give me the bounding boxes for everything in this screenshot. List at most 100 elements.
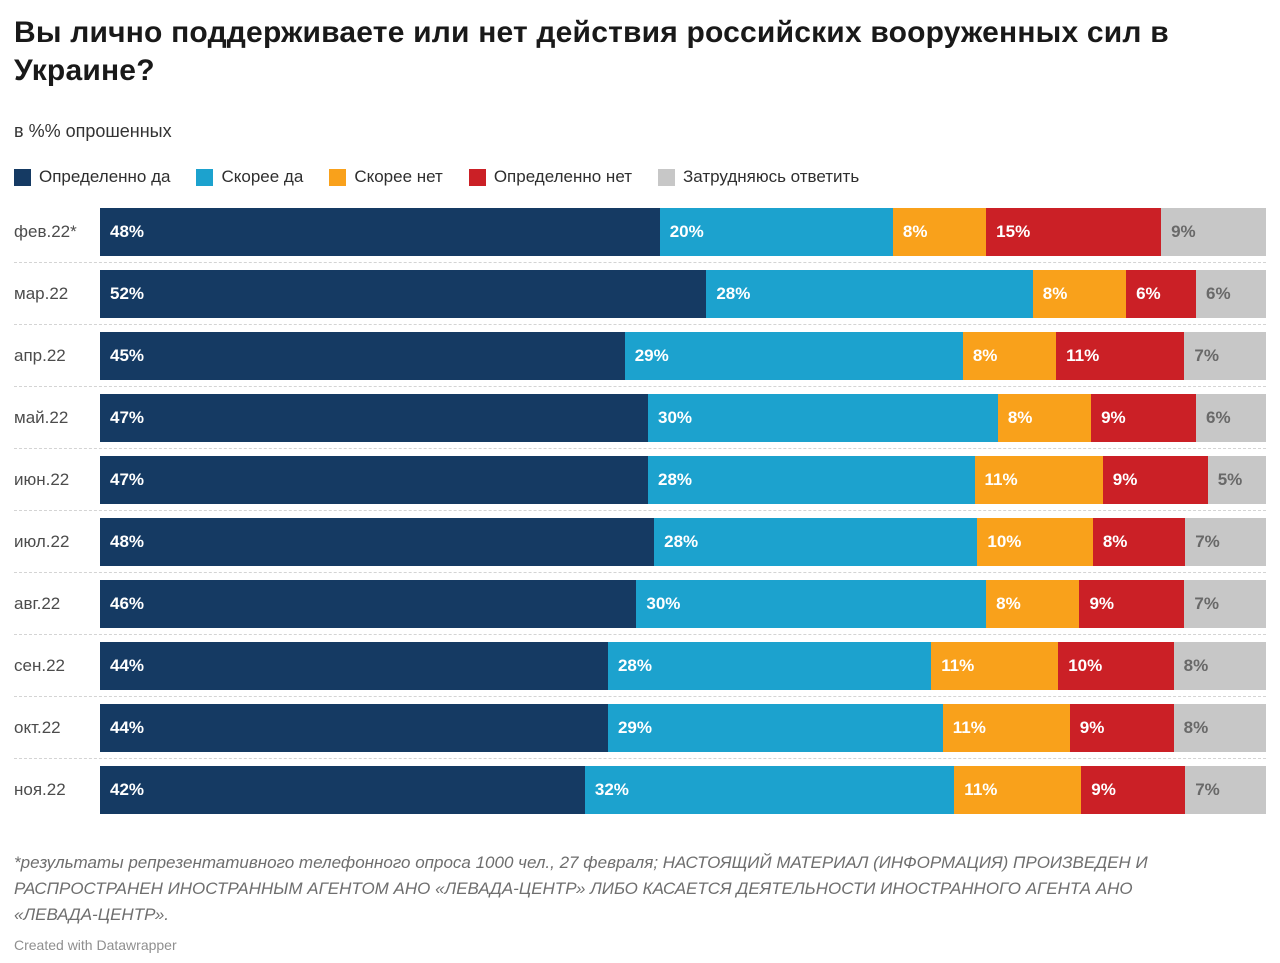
bar-segment-2: 30% [648,394,998,442]
bar-segment-5: 7% [1185,518,1267,566]
legend-item-hard-to-answer: Затрудняюсь ответить [658,167,859,187]
category-label: мар.22 [14,284,69,303]
stacked-bar: 52% 28% 8% 6% 6% [100,270,1266,318]
segment-value: 8% [1183,656,1209,675]
segment-value: 5% [1217,470,1243,489]
stacked-bar: 47% 28% 11% 9% 5% [100,456,1266,504]
bar-segment-1: 47% [100,456,649,504]
bar-segment-2: 29% [624,332,963,380]
bar-segment-1: 45% [100,332,625,380]
bar-segment-5: 7% [1184,332,1267,380]
segment-value: 44% [110,718,145,737]
bar-segment-4: 6% [1126,270,1197,318]
chart-row: ноя.22 42% 32% 11% 9% 7% [14,766,1266,814]
segment-value: 28% [658,470,693,489]
segment-value: 6% [1206,408,1231,427]
legend-swatch [329,168,347,186]
segment-value: 20% [669,222,704,241]
chart-row: авг.22 46% 30% 8% 9% 7% [14,580,1266,628]
bar-segment-4: 8% [1092,518,1186,566]
legend-label: Скорее нет [354,167,443,186]
legend-label: Определенно нет [493,167,632,186]
bar-segment-5: 6% [1196,270,1266,318]
legend: Определенно да Скорее да Скорее нет Опре… [14,167,1266,187]
bar-segment-4: 15% [986,208,1162,256]
segment-value: 28% [716,284,751,303]
bar-segment-5: 6% [1196,394,1266,442]
segment-value: 8% [1102,532,1128,551]
bar-segment-2: 20% [659,208,893,256]
bar-segment-5: 9% [1161,208,1267,256]
bar-segment-5: 8% [1173,642,1266,690]
chart-row: апр.22 45% 29% 8% 11% 7% [14,332,1267,380]
chart-subtitle: в %% опрошенных [14,121,172,141]
segment-value: 28% [664,532,699,551]
stacked-bar: 42% 32% 11% 9% 7% [100,766,1266,814]
row-separator [14,262,1266,263]
row-separator [14,324,1266,325]
segment-value: 8% [1042,284,1068,303]
stacked-bar: 48% 28% 10% 8% 7% [100,518,1267,566]
chart-row: фев.22* 48% 20% 8% 15% 9% [14,208,1267,256]
segment-value: 8% [972,346,998,365]
segment-value: 9% [1101,408,1126,427]
bar-segment-5: 7% [1185,766,1266,814]
stacked-bar: 44% 29% 11% 9% 8% [100,704,1266,752]
bar-segment-4: 10% [1058,642,1174,690]
category-label: фев.22* [14,222,77,241]
segment-value: 7% [1195,780,1220,799]
segment-value: 52% [110,284,145,303]
segment-value: 29% [634,346,669,365]
category-label: авг.22 [14,594,61,613]
legend-swatch [658,168,675,186]
chart-footnote: *результаты репрезентативного телефонног… [14,853,1148,924]
bar-segment-1: 44% [100,642,608,690]
segment-value: 7% [1195,532,1220,551]
chart-row: июл.22 48% 28% 10% 8% 7% [14,518,1267,566]
segment-value: 6% [1136,284,1161,303]
chart-title: Вы лично поддерживаете или нет действия … [14,16,1169,87]
bar-segment-5: 5% [1207,456,1266,504]
legend-label: Затрудняюсь ответить [683,167,860,186]
category-label: май.22 [14,408,69,427]
row-separator [14,634,1266,635]
legend-item-rather-yes: Скорее да [196,167,303,187]
bar-segment-5: 7% [1184,580,1266,628]
segment-value: 10% [1068,656,1103,675]
segment-value: 30% [646,594,681,613]
category-label: окт.22 [14,718,61,737]
bar-segment-4: 9% [1069,704,1174,752]
segment-value: 8% [1007,408,1033,427]
bar-segment-3: 11% [931,642,1059,690]
bar-segment-1: 48% [100,208,660,256]
row-separator [14,448,1266,449]
segment-value: 30% [658,408,693,427]
bar-segment-3: 8% [997,394,1092,442]
bar-segment-2: 28% [706,270,1033,318]
legend-swatch [468,168,486,186]
segment-value: 7% [1194,346,1219,365]
segment-value: 11% [984,470,1018,489]
bar-segment-3: 8% [962,332,1057,380]
bar-segment-4: 9% [1102,456,1208,504]
segment-value: 15% [996,222,1031,241]
stacked-bar: 45% 29% 8% 11% 7% [100,332,1267,380]
segment-value: 9% [1091,780,1116,799]
segment-value: 11% [952,718,986,737]
segment-value: 42% [110,780,145,799]
bar-segment-1: 52% [100,270,707,318]
bar-segment-1: 42% [100,766,585,814]
bar-segment-1: 44% [100,704,608,752]
bar-segment-3: 8% [892,208,987,256]
legend-swatch [14,168,31,186]
bar-segment-2: 30% [636,580,987,628]
segment-value: 11% [1066,346,1100,365]
segment-value: 11% [964,780,998,799]
segment-value: 47% [110,470,145,489]
bar-segment-5: 8% [1173,704,1266,752]
segment-value: 48% [110,222,145,241]
chart-rows: фев.22* 48% 20% 8% 15% 9% мар.22 52% 28% 8% 6% 6% ап… [14,208,1267,814]
row-separator [14,758,1266,759]
segment-value: 7% [1194,594,1219,613]
